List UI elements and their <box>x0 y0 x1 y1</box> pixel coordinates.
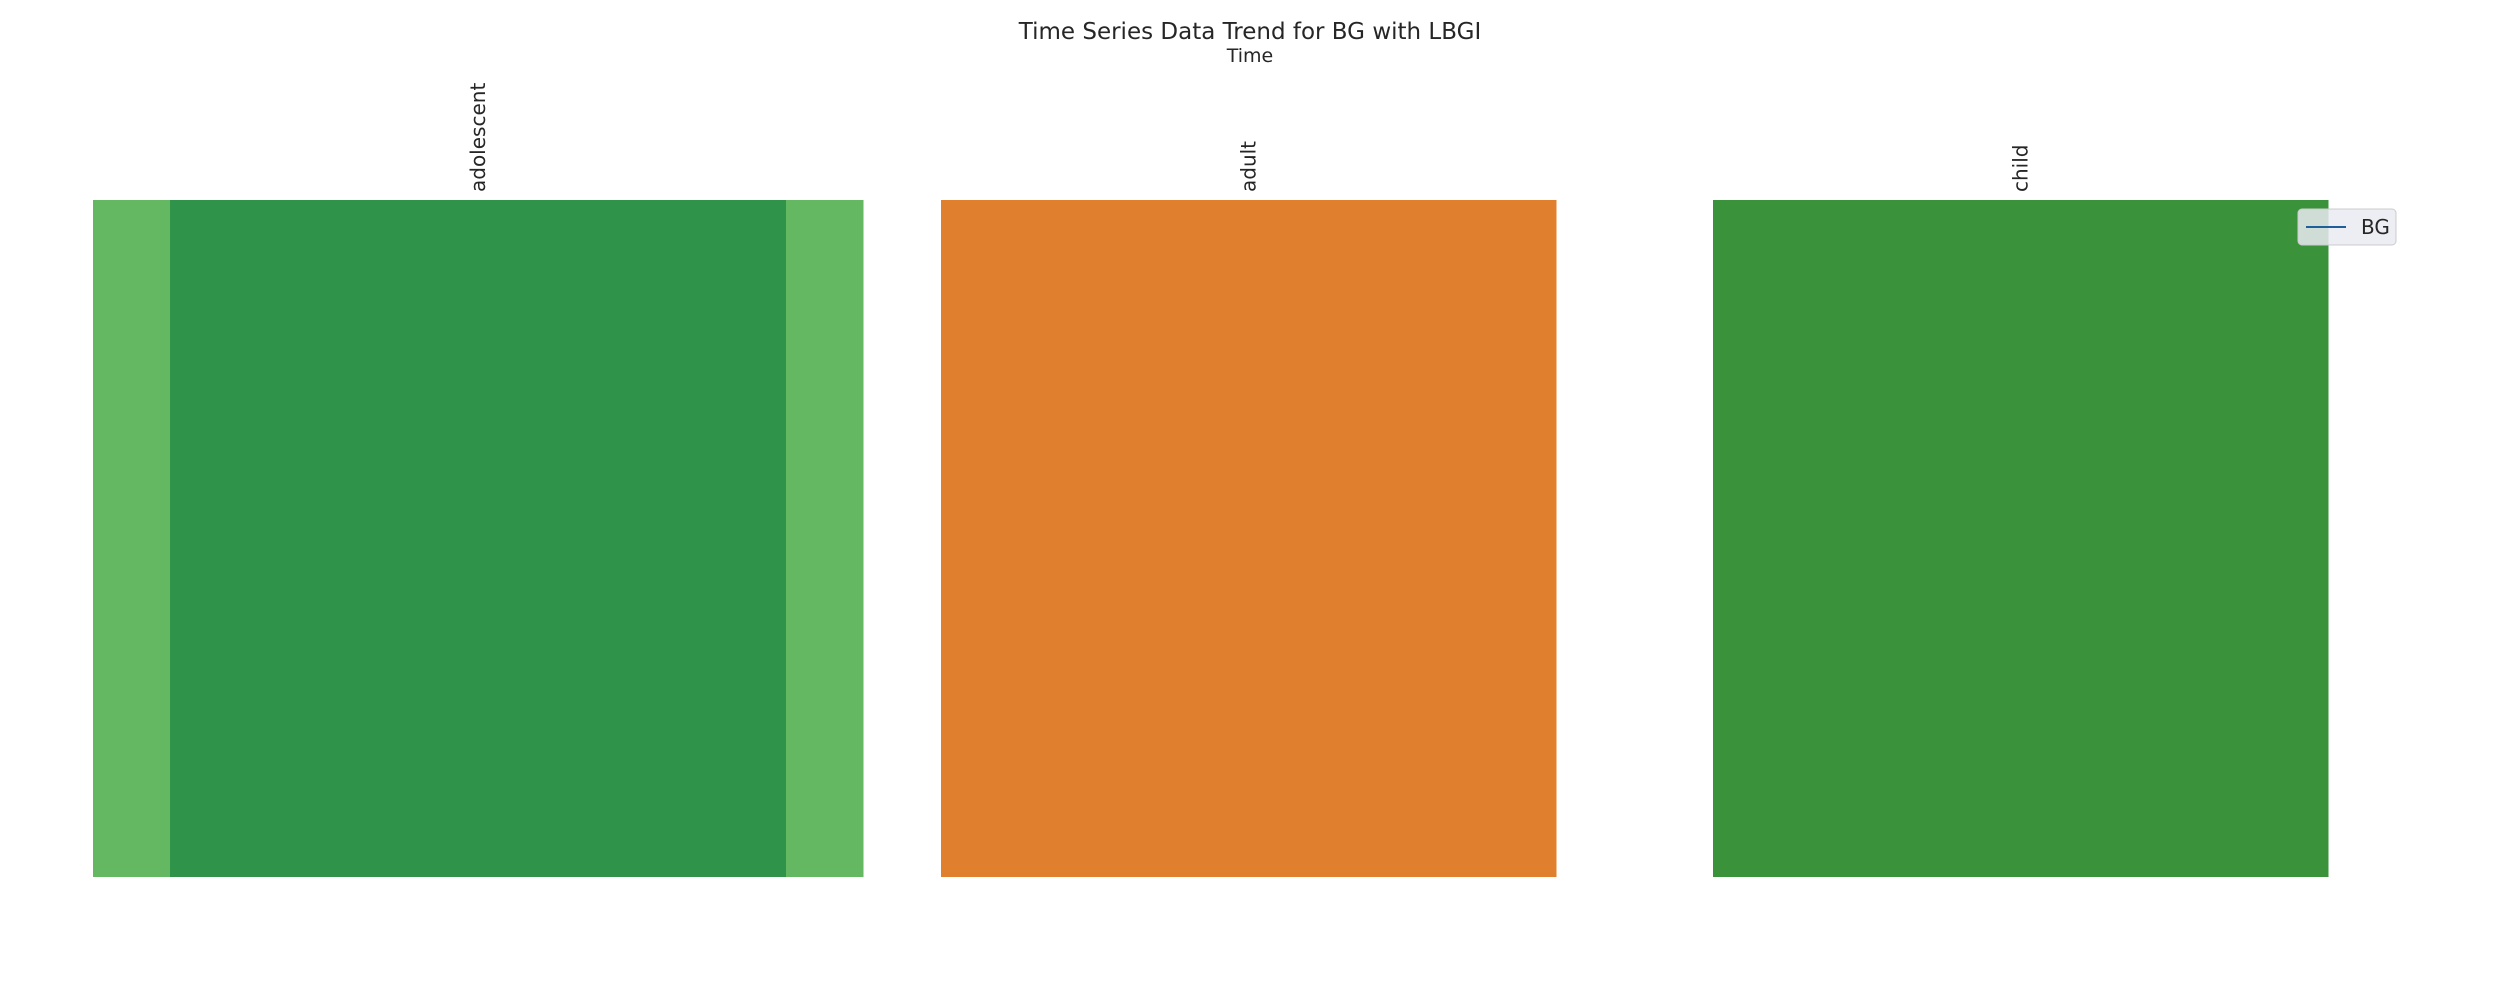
heatmap-cell-adolescent-2 <box>786 200 864 877</box>
tick-label-adult: adult <box>1237 141 1261 192</box>
chart-title: Time Series Data Trend for BG with LBGI <box>1018 19 1481 45</box>
legend-label-bg: BG <box>2361 215 2390 239</box>
heatmap-cell-adolescent-1 <box>170 200 787 877</box>
legend-box <box>2297 208 2397 246</box>
heatmap-cell-child-0 <box>1713 200 2329 877</box>
heatmap-panels <box>93 200 2329 877</box>
heatmap-cell-adult-0 <box>941 200 1557 877</box>
tick-label-adolescent: adolescent <box>466 83 490 192</box>
category-tick-labels: adolescent adult child <box>466 83 2033 192</box>
x-axis-label: Time <box>1226 45 1274 67</box>
legend: BG <box>2297 208 2397 246</box>
tick-label-child: child <box>2009 145 2033 192</box>
heatmap-cell-adolescent-0 <box>93 200 171 877</box>
